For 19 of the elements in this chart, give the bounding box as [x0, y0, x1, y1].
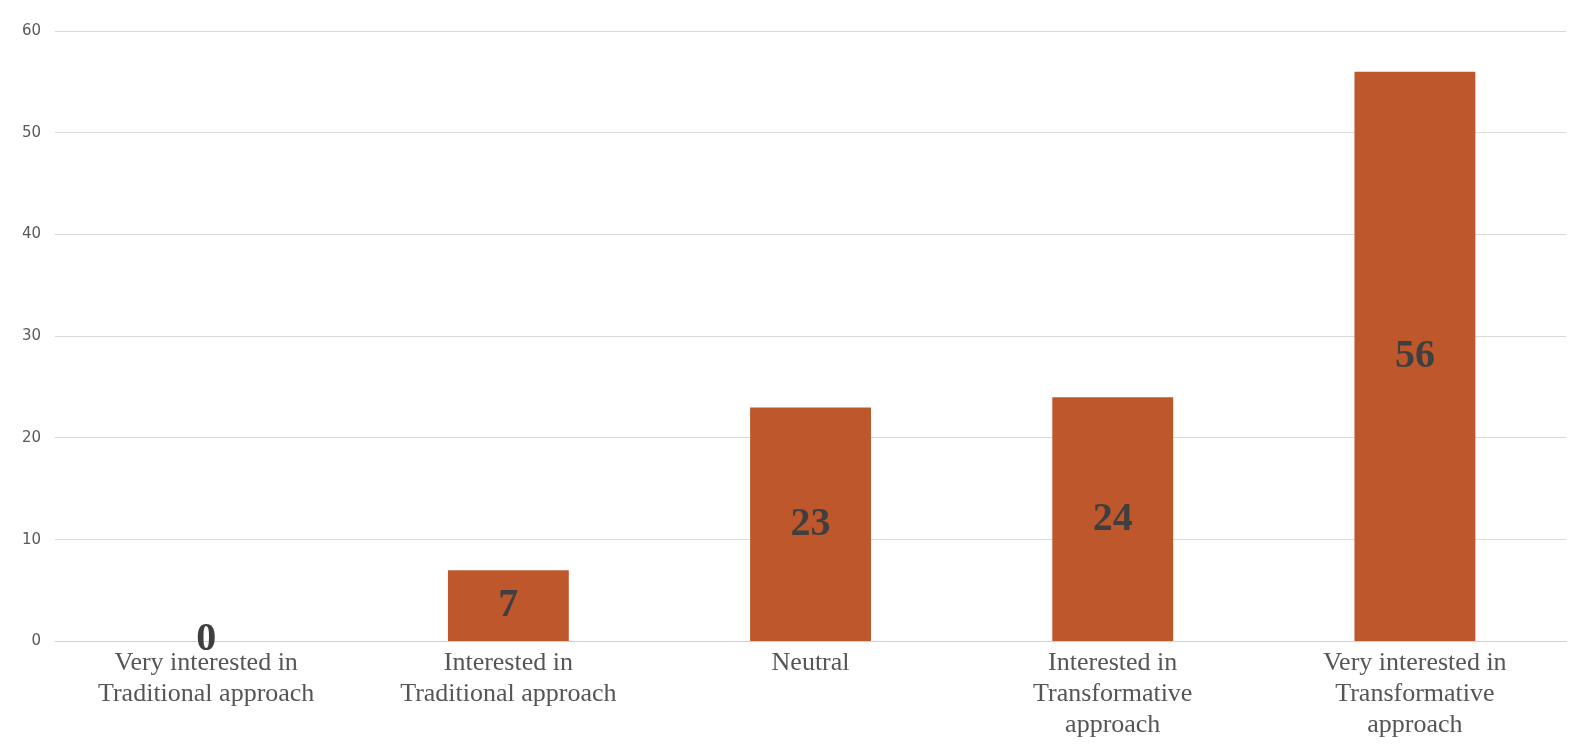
y-tick-label: 50	[21, 122, 42, 141]
y-tick-label: 60	[21, 20, 42, 39]
y-tick-label: 40	[21, 224, 42, 243]
y-tick-label: 0	[31, 631, 42, 650]
data-label: 24	[1092, 493, 1133, 539]
y-tick-label: 10	[21, 529, 42, 548]
x-tick-label: Interested in Transformative approach	[1033, 646, 1193, 739]
x-tick-label: Neutral	[771, 646, 850, 676]
bar	[447, 570, 569, 641]
bar	[1354, 71, 1476, 641]
y-tick-label: 20	[21, 427, 42, 446]
data-label: 56	[1394, 330, 1435, 376]
x-tick-label: Very interested in Transformative approach	[1323, 646, 1507, 739]
bar	[750, 407, 871, 641]
data-label: 23	[790, 498, 831, 544]
y-tick-label: 30	[21, 326, 42, 345]
data-label: 7	[498, 580, 519, 626]
x-tick-label: Interested in Traditional approach	[400, 646, 617, 708]
bar	[1052, 397, 1174, 641]
